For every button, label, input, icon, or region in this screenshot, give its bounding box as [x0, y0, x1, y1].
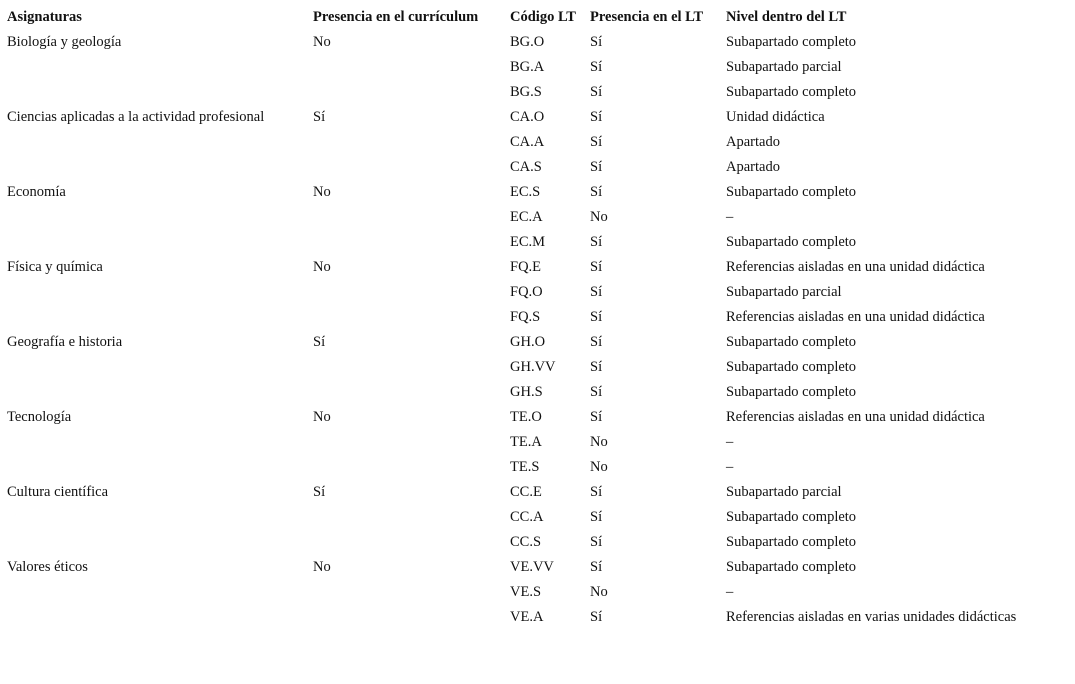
code: CC.A: [510, 509, 544, 525]
subject: Cultura científica: [7, 484, 109, 500]
lt-presence: No: [590, 434, 608, 450]
code: EC.A: [510, 209, 543, 225]
level: Subapartado completo: [726, 84, 857, 100]
lt-presence: Sí: [590, 509, 603, 525]
lt-presence: No: [590, 584, 608, 600]
level: Subapartado completo: [726, 359, 857, 375]
subject: Economía: [7, 184, 66, 200]
lt-presence: Sí: [590, 409, 603, 425]
lt-presence: Sí: [590, 184, 603, 200]
header-lt-presence: Presencia en el LT: [590, 9, 704, 25]
level: Subapartado completo: [726, 184, 857, 200]
level: Subapartado parcial: [726, 284, 842, 300]
curriculum-presence: Sí: [313, 334, 326, 350]
level: Apartado: [726, 159, 780, 175]
subject: Valores éticos: [7, 559, 88, 575]
lt-presence: Sí: [590, 359, 603, 375]
subject: Física y química: [7, 259, 103, 275]
level: Referencias aisladas en una unidad didác…: [726, 409, 985, 425]
header-level: Nivel dentro del LT: [726, 9, 847, 25]
code: TE.S: [510, 459, 540, 475]
lt-presence: Sí: [590, 559, 603, 575]
level: Referencias aisladas en una unidad didác…: [726, 259, 985, 275]
code: CC.S: [510, 534, 542, 550]
header-curriculum: Presencia en el currículum: [313, 9, 479, 25]
lt-presence: Sí: [590, 34, 603, 50]
curriculum-presence: No: [313, 409, 331, 425]
lt-presence: Sí: [590, 309, 603, 325]
curriculum-presence: No: [313, 559, 331, 575]
curriculum-presence: No: [313, 184, 331, 200]
code: CA.S: [510, 159, 542, 175]
subject: Biología y geología: [7, 34, 122, 50]
lt-presence: No: [590, 459, 608, 475]
lt-presence: Sí: [590, 234, 603, 250]
code: VE.VV: [510, 559, 554, 575]
lt-presence: Sí: [590, 284, 603, 300]
level: Subapartado completo: [726, 384, 857, 400]
level: Apartado: [726, 134, 780, 150]
code: EC.M: [510, 234, 546, 250]
lt-presence: Sí: [590, 134, 603, 150]
code: GH.VV: [510, 359, 556, 375]
lt-presence: Sí: [590, 609, 603, 625]
level: Referencias aisladas en varias unidades …: [726, 609, 1017, 625]
curriculum-presence: No: [313, 34, 331, 50]
code: BG.O: [510, 34, 545, 50]
level: Subapartado parcial: [726, 484, 842, 500]
curriculum-presence: No: [313, 259, 331, 275]
level: Subapartado completo: [726, 34, 857, 50]
lt-presence: Sí: [590, 84, 603, 100]
level: Subapartado completo: [726, 334, 857, 350]
code: GH.S: [510, 384, 543, 400]
level: Unidad didáctica: [726, 109, 825, 125]
lt-presence: Sí: [590, 59, 603, 75]
subject: Tecnología: [7, 409, 72, 425]
lt-presence: Sí: [590, 384, 603, 400]
lt-presence: Sí: [590, 109, 603, 125]
curriculum-presence: Sí: [313, 484, 326, 500]
code: FQ.O: [510, 284, 543, 300]
level: –: [726, 459, 734, 475]
code: VE.A: [510, 609, 544, 625]
code: CA.O: [510, 109, 545, 125]
code: FQ.E: [510, 259, 542, 275]
curriculum-presence: Sí: [313, 109, 326, 125]
level: Subapartado completo: [726, 534, 857, 550]
header-code: Código LT: [510, 9, 576, 25]
lt-presence: No: [590, 209, 608, 225]
level: Subapartado completo: [726, 559, 857, 575]
lt-presence: Sí: [590, 534, 603, 550]
code: EC.S: [510, 184, 541, 200]
lt-presence: Sí: [590, 484, 603, 500]
code: CC.E: [510, 484, 542, 500]
header-subject: Asignaturas: [7, 9, 82, 25]
level: –: [726, 434, 734, 450]
code: GH.O: [510, 334, 546, 350]
level: –: [726, 584, 734, 600]
lt-presence: Sí: [590, 159, 603, 175]
code: BG.A: [510, 59, 545, 75]
level: –: [726, 209, 734, 225]
level: Subapartado completo: [726, 234, 857, 250]
code: TE.A: [510, 434, 542, 450]
code: VE.S: [510, 584, 542, 600]
lt-presence: Sí: [590, 259, 603, 275]
level: Subapartado parcial: [726, 59, 842, 75]
level: Referencias aisladas en una unidad didác…: [726, 309, 985, 325]
subject: Geografía e historia: [7, 334, 123, 350]
code: CA.A: [510, 134, 545, 150]
code: BG.S: [510, 84, 542, 100]
level: Subapartado completo: [726, 509, 857, 525]
code: TE.O: [510, 409, 542, 425]
subject: Ciencias aplicadas a la actividad profes…: [7, 109, 265, 125]
lt-presence: Sí: [590, 334, 603, 350]
code: FQ.S: [510, 309, 541, 325]
